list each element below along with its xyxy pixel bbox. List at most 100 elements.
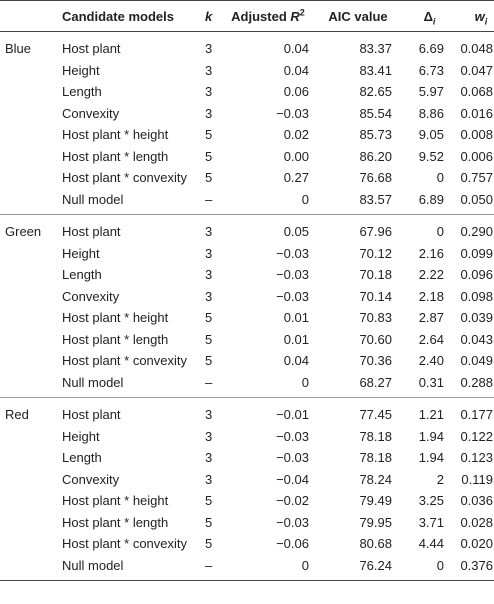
k-cell: 3 xyxy=(205,105,213,121)
aic-cell: 70.18 xyxy=(359,267,392,283)
weight-cell: 0.099 xyxy=(460,245,493,261)
model-cell: Host plant xyxy=(62,224,121,240)
header-weight: wi xyxy=(454,1,494,32)
delta-cell: 6.73 xyxy=(418,62,444,78)
delta-cell: 4.44 xyxy=(418,536,444,552)
header-delta-symbol: Δ xyxy=(423,8,433,24)
model-cell: Host plant * length xyxy=(62,514,169,530)
group-name-cell xyxy=(0,469,57,491)
model-cell: Null model xyxy=(62,374,124,390)
weight-cell: 0.008 xyxy=(460,127,493,143)
adjusted-r2-cell: −0.02 xyxy=(276,493,309,509)
header-w-symbol: w xyxy=(474,8,485,24)
table-row: Null model – 0 76.24 0 0.376 xyxy=(0,555,494,581)
weight-cell: 0.049 xyxy=(460,353,493,369)
table-row: Host plant * convexity 5 −0.06 80.68 4.44 0.0… xyxy=(0,533,494,555)
adjusted-r2-cell: 0 xyxy=(301,191,309,207)
aic-cell: 83.37 xyxy=(359,41,392,57)
weight-cell: 0.036 xyxy=(460,493,493,509)
weight-cell: 0.288 xyxy=(460,374,493,390)
aic-cell: 70.60 xyxy=(359,331,392,347)
group-name-cell xyxy=(0,124,57,146)
model-cell: Host plant * convexity xyxy=(62,536,188,552)
weight-cell: 0.050 xyxy=(460,191,493,207)
delta-cell: 8.86 xyxy=(418,105,444,121)
header-adjusted-r2: Adjusted R2 xyxy=(227,1,309,32)
delta-cell: 1.94 xyxy=(418,450,444,466)
model-cell: Host plant xyxy=(62,41,121,57)
table-row: Host plant * convexity 5 0.27 76.68 0 0.757 xyxy=(0,167,494,189)
table-row: Null model – 0 83.57 6.89 0.050 xyxy=(0,189,494,215)
delta-cell: 3.71 xyxy=(418,514,444,530)
group-name-cell xyxy=(0,167,57,189)
aic-cell: 85.73 xyxy=(359,127,392,143)
group-name-cell xyxy=(0,426,57,448)
k-cell: 5 xyxy=(205,536,213,552)
model-selection-table: Candidate models k Adjusted R2 AIC value… xyxy=(0,0,494,32)
model-cell: Null model xyxy=(62,191,124,207)
adjusted-r2-cell: 0.01 xyxy=(283,331,309,347)
aic-cell: 83.41 xyxy=(359,62,392,78)
group-name-cell xyxy=(0,264,57,286)
adjusted-r2-cell: −0.03 xyxy=(276,245,309,261)
model-cell: Host plant xyxy=(62,407,121,423)
delta-cell: 2.87 xyxy=(418,310,444,326)
adjusted-r2-cell: 0.04 xyxy=(283,41,309,57)
group-green: Green Host plant 3 0.05 67.96 0 0.290 Height 3 −0… xyxy=(0,215,494,398)
weight-cell: 0.177 xyxy=(460,407,493,423)
model-cell: Length xyxy=(62,84,102,100)
header-aic-value: AIC value xyxy=(328,8,388,24)
table-row: Host plant * convexity 5 0.04 70.36 2.40 0.04… xyxy=(0,350,494,372)
aic-cell: 77.45 xyxy=(359,407,392,423)
group-red: Red Host plant 3 −0.01 77.45 1.21 0.177 Height 3… xyxy=(0,398,494,581)
k-cell: 5 xyxy=(205,353,213,369)
delta-cell: 3.25 xyxy=(418,493,444,509)
table-body-container: Blue Host plant 3 0.04 83.37 6.69 0.048 Height 3… xyxy=(0,32,494,581)
aic-cell: 82.65 xyxy=(359,84,392,100)
table-row: Green Host plant 3 0.05 67.96 0 0.290 xyxy=(0,215,494,243)
group-name-cell xyxy=(0,243,57,265)
group-name-cell xyxy=(0,103,57,125)
weight-cell: 0.047 xyxy=(460,62,493,78)
aic-cell: 78.18 xyxy=(359,450,392,466)
table-row: Length 3 −0.03 78.18 1.94 0.123 xyxy=(0,447,494,469)
k-cell: 3 xyxy=(205,407,213,423)
weight-cell: 0.098 xyxy=(460,288,493,304)
delta-cell: 2.22 xyxy=(418,267,444,283)
weight-cell: 0.376 xyxy=(460,557,493,573)
delta-cell: 2 xyxy=(436,471,444,487)
model-cell: Host plant * convexity xyxy=(62,170,188,186)
group-name-cell xyxy=(0,286,57,308)
model-cell: Length xyxy=(62,450,102,466)
header-delta: Δi xyxy=(397,1,454,32)
model-cell: Height xyxy=(62,62,100,78)
model-cell: Host plant * height xyxy=(62,493,169,509)
aic-cell: 80.68 xyxy=(359,536,392,552)
delta-cell: 0 xyxy=(436,557,444,573)
model-cell: Host plant * height xyxy=(62,127,169,143)
k-cell: 3 xyxy=(205,245,213,261)
delta-cell: 2.18 xyxy=(418,288,444,304)
table-row: Convexity 3 −0.03 85.54 8.86 0.016 xyxy=(0,103,494,125)
model-cell: Height xyxy=(62,428,100,444)
k-cell: 3 xyxy=(205,84,213,100)
model-cell: Host plant * length xyxy=(62,148,169,164)
k-cell: 3 xyxy=(205,41,213,57)
adjusted-r2-cell: 0.05 xyxy=(283,224,309,240)
model-cell: Host plant * height xyxy=(62,310,169,326)
weight-cell: 0.068 xyxy=(460,84,493,100)
weight-cell: 0.043 xyxy=(460,331,493,347)
adjusted-r2-cell: −0.03 xyxy=(276,514,309,530)
k-cell: – xyxy=(205,191,213,207)
adjusted-r2-cell: 0.00 xyxy=(283,148,309,164)
adjusted-r2-cell: −0.04 xyxy=(276,471,309,487)
group-name-cell xyxy=(0,307,57,329)
delta-cell: 1.21 xyxy=(418,407,444,423)
table-row: Length 3 0.06 82.65 5.97 0.068 xyxy=(0,81,494,103)
aic-cell: 70.36 xyxy=(359,353,392,369)
adjusted-r2-cell: 0.04 xyxy=(283,353,309,369)
table-row: Host plant * height 5 0.01 70.83 2.87 0.039 xyxy=(0,307,494,329)
aic-cell: 67.96 xyxy=(359,224,392,240)
aic-cell: 76.68 xyxy=(359,170,392,186)
model-cell: Null model xyxy=(62,557,124,573)
